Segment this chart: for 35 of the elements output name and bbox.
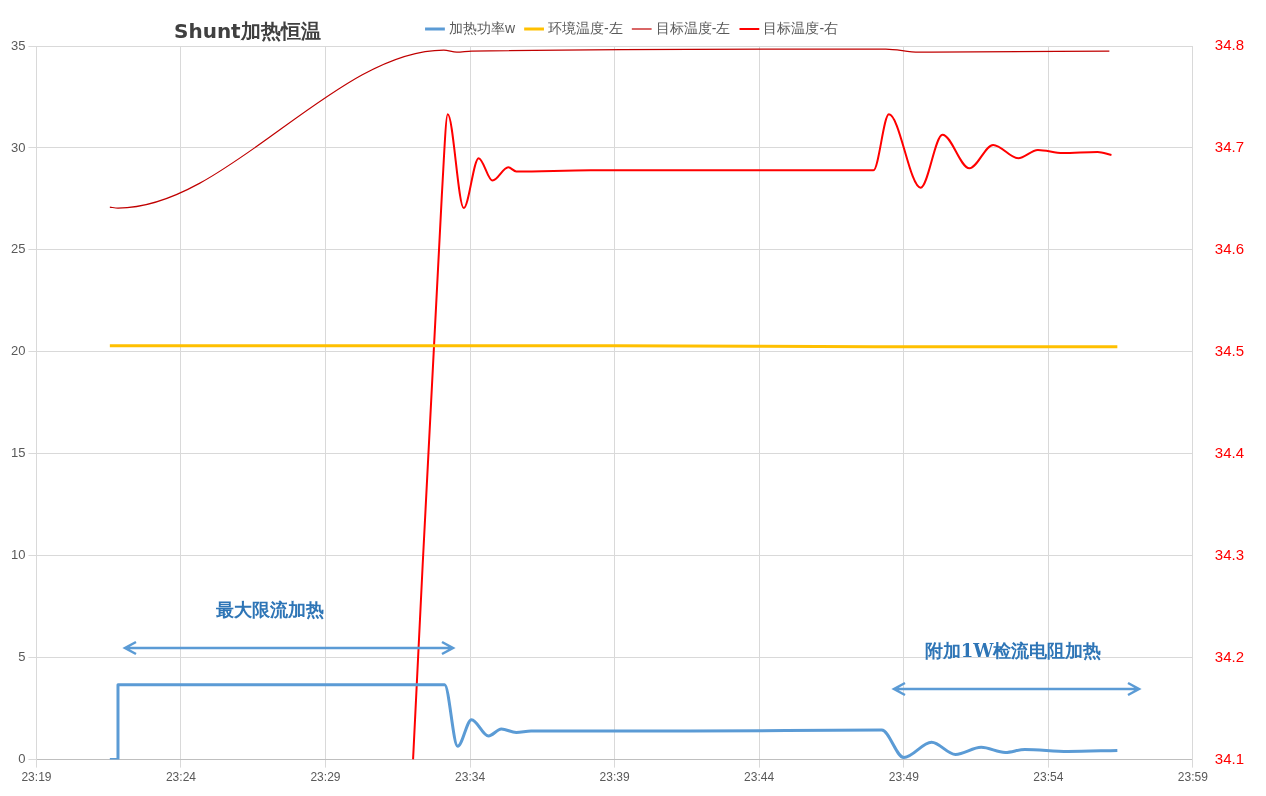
legend-label: 环境温度-左: [548, 19, 623, 36]
y-tick-label: 35: [10, 37, 26, 53]
x-tick-label: 23:34: [455, 770, 486, 785]
y-tick-label: 15: [10, 445, 26, 461]
legend-label: 加热功率w: [448, 19, 516, 36]
y-tick-label: 20: [10, 343, 26, 359]
legend-label: 目标温度-右: [763, 19, 839, 36]
x-tick-label: 23:44: [744, 770, 775, 785]
line-series: [108, 683, 1119, 760]
y2-tick-label: 34.2: [1214, 647, 1245, 665]
x-tick-label: 23:39: [599, 770, 630, 785]
y2-tick-label: 34.6: [1214, 240, 1245, 258]
x-tick-label: 23:29: [310, 770, 341, 785]
y-tick-label: 10: [10, 547, 26, 563]
x-tick-label: 23:19: [21, 770, 52, 785]
y-tick-label: 5: [18, 649, 26, 665]
line-series: [412, 113, 1113, 760]
x-tick-label: 23:54: [1033, 770, 1064, 785]
legend-label: 目标温度-左: [655, 19, 731, 36]
x-tick-label: 23:49: [888, 770, 920, 785]
annotation: 附加1W检流电阻加热: [924, 639, 1102, 663]
y-tick-label: 25: [10, 241, 26, 257]
y2-tick-label: 34.4: [1214, 443, 1245, 461]
chart-title: Shunt加热恒温: [174, 18, 321, 45]
y2-tick-label: 34.5: [1214, 341, 1245, 359]
x-tick-label: 23:24: [165, 770, 197, 785]
y2-tick-label: 34.7: [1214, 138, 1245, 156]
y2-tick-label: 34.3: [1214, 545, 1245, 563]
annotation: 最大限流加热: [216, 598, 324, 622]
y2-tick-label: 34.1: [1214, 749, 1245, 767]
line-series: [109, 48, 1110, 209]
x-tick-label: 23:59: [1177, 770, 1209, 785]
y-tick-label: 30: [10, 139, 26, 155]
y2-tick-label: 34.8: [1214, 36, 1245, 54]
y-tick-label: 0: [18, 751, 26, 767]
